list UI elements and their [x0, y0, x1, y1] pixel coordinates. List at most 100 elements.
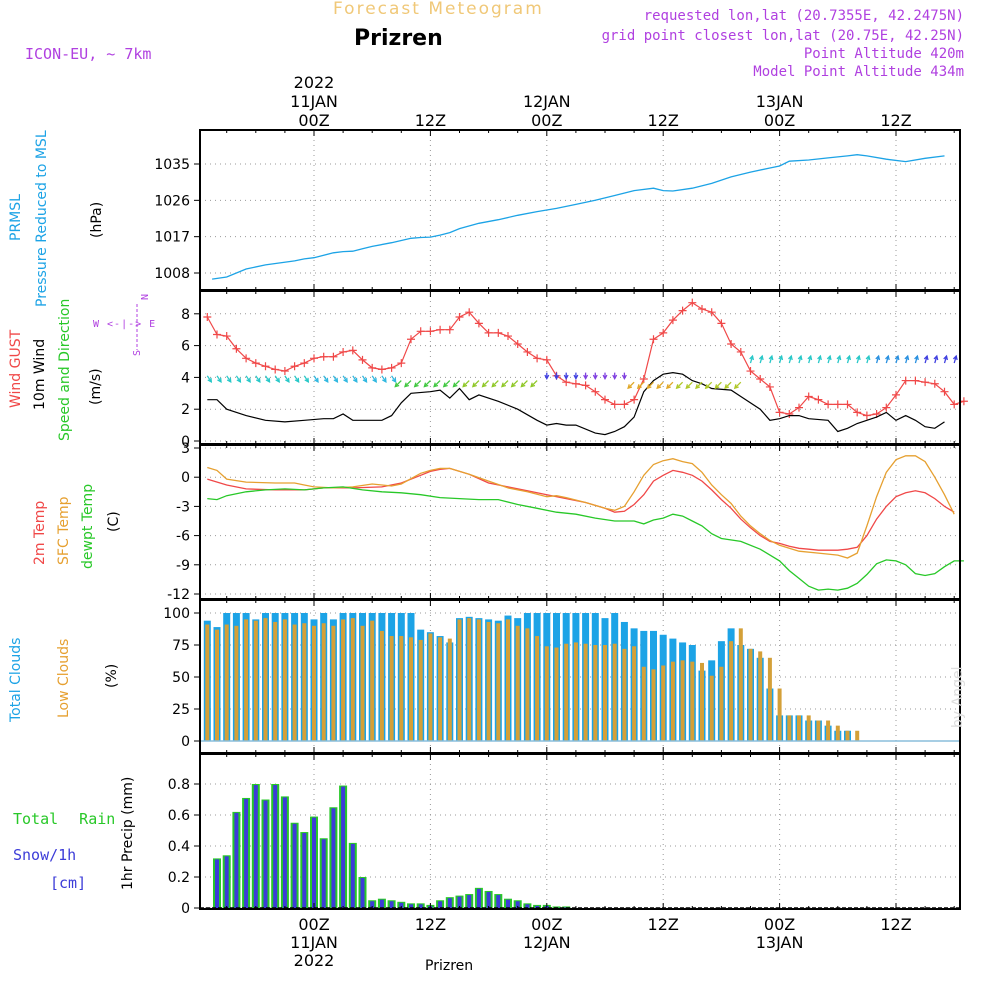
wind-arrow-head [333, 377, 339, 383]
snow-bar [312, 817, 316, 908]
dewpt-line [207, 486, 964, 591]
wind-arrow-head [846, 354, 852, 361]
wind-ytick-label-0: 0 [181, 434, 190, 450]
gust-marker [407, 335, 415, 344]
snow-bar [515, 901, 520, 908]
wind-arrow-head [646, 384, 652, 390]
gust-marker [901, 376, 910, 385]
snow-bar [321, 839, 326, 908]
low-cloud-bar [797, 715, 801, 741]
wind-arrow-head [675, 384, 681, 390]
wind-unit: (m/s) [88, 368, 104, 405]
low-cloud-bar [292, 624, 297, 741]
precip-ytick-label-3: 0.6 [168, 808, 190, 824]
low-cloud-bar [341, 619, 346, 741]
low-cloud-bar [370, 620, 375, 741]
wind-arrow-head [602, 374, 608, 380]
wind-label-3: Speed and Direction [57, 298, 73, 441]
gust-marker [862, 411, 871, 420]
low-cloud-bar [476, 619, 481, 741]
top-time-label-2: 00Z [531, 111, 562, 130]
bottom-time-label-1: 12Z [415, 915, 446, 934]
wind-arrow [443, 380, 451, 388]
gust-marker [465, 308, 474, 317]
gust-marker [620, 400, 629, 409]
chart-subtitle: Forecast Meteogram [333, 0, 544, 19]
low-cloud-bar [622, 648, 627, 741]
axis-ticks: 100810171026103502468-12-9-6-30302550751… [136, 73, 955, 970]
snow-bar [467, 895, 472, 908]
low-cloud-bar [253, 620, 258, 741]
wind-10m-line [207, 371, 945, 436]
wind-arrow-head [304, 377, 310, 383]
gust-marker [542, 355, 551, 364]
pressure-unit: (hPa) [89, 201, 105, 238]
snow-bar [244, 798, 249, 908]
low-cloud-bar [845, 730, 850, 741]
low-cloud-bar [738, 628, 743, 741]
snow-bar [438, 901, 443, 908]
low-cloud-bar [564, 643, 569, 741]
gust-marker [688, 298, 697, 307]
wind-arrow [724, 381, 732, 389]
gust-marker [630, 395, 639, 404]
gust-marker [533, 354, 542, 363]
snow-bar [535, 905, 540, 908]
snow-bar [389, 901, 394, 908]
low-cloud-bar [506, 619, 510, 741]
gust-marker [348, 346, 357, 355]
wind-arrow-head [471, 382, 477, 388]
gust-marker [387, 363, 396, 372]
gust-marker [504, 332, 512, 341]
wind-arrow-head [807, 354, 813, 361]
gust-marker [698, 305, 706, 314]
low-cloud-bar [302, 623, 307, 741]
low-cloud-bar [758, 651, 763, 741]
gust-marker [736, 347, 745, 356]
wind-arrow-head [788, 354, 793, 361]
wind-arrow-head [768, 354, 774, 361]
bottom-time-label-0: 2022 [294, 951, 335, 970]
gust-marker [242, 354, 251, 363]
bottom-time-label-0: 11JAN [290, 933, 338, 952]
low-cloud-bar [709, 675, 714, 741]
wind-arrow-head [573, 374, 579, 380]
wind-ytick-label-4: 8 [181, 307, 190, 323]
snow-bar [409, 904, 413, 908]
wind-arrow [394, 380, 402, 388]
gust-marker [853, 408, 862, 417]
low-cloud-bar [438, 637, 443, 741]
wind-arrow-head [612, 374, 618, 380]
bottom-time-label-4: 13JAN [756, 933, 804, 952]
wind-ytick-label-3: 6 [181, 339, 190, 355]
snow-bar [360, 878, 365, 908]
clouds-ytick-label-4: 100 [163, 606, 190, 622]
snow-bar [350, 843, 355, 908]
wind-arrow-head [207, 377, 213, 383]
temp-label-3: dewpt Temp [80, 483, 96, 569]
snow-bar [379, 899, 384, 908]
low-cloud-bar [447, 638, 452, 741]
panel-frames [199, 129, 961, 910]
gust-marker [824, 400, 833, 409]
prmsl-line [212, 154, 945, 280]
gust-marker [591, 387, 600, 396]
gust-marker [814, 395, 823, 404]
wind-arrow-head [865, 354, 871, 361]
snow-bar [506, 899, 510, 908]
tsfc-line [207, 455, 955, 559]
low-cloud-bar [486, 621, 491, 741]
low-cloud-bar [767, 657, 772, 741]
low-cloud-bar [399, 636, 404, 741]
wind-arrow-head [442, 382, 448, 388]
top-time-label-2: 12JAN [523, 92, 571, 111]
snow-bar [263, 800, 268, 908]
gust-marker [707, 308, 716, 317]
low-cloud-bar [321, 623, 326, 741]
top-time-label-0: 2022 [294, 73, 335, 92]
top-time-label-0: 11JAN [290, 92, 338, 111]
gust-marker [251, 359, 260, 368]
compass-n: N [140, 293, 151, 300]
gust-marker [280, 367, 289, 376]
watermark: by Angel [950, 666, 966, 728]
